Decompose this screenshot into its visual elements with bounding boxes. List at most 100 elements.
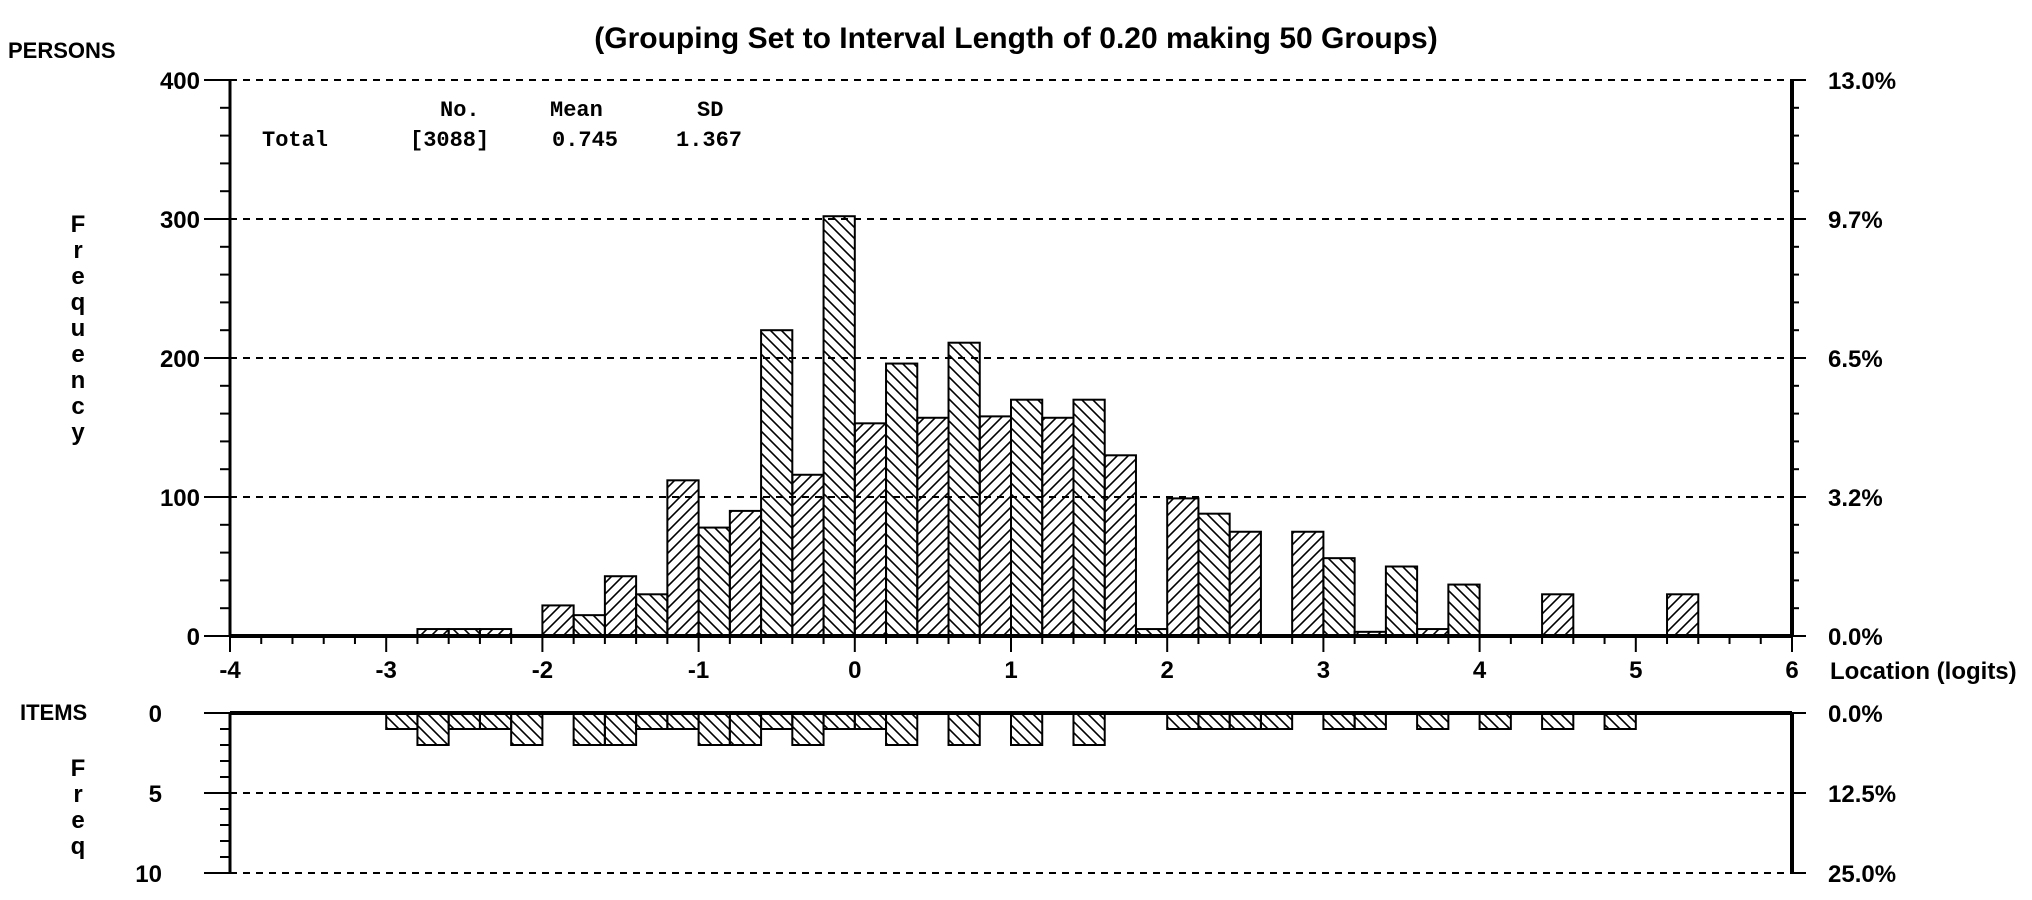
x-tick-label: 2 (1161, 657, 1174, 684)
item-bar (1228, 712, 1262, 730)
person-bar (1010, 398, 1044, 638)
person-bar (978, 415, 1013, 637)
person-bar (1197, 512, 1231, 637)
x-tick-label: 5 (1629, 657, 1642, 684)
item-bar (385, 712, 419, 730)
person-bar (1166, 497, 1200, 638)
person-bar (1384, 565, 1419, 637)
person-bar (1291, 530, 1325, 637)
person-bar (697, 526, 731, 638)
person-bar (666, 479, 700, 637)
stats-header-mean: Mean (550, 98, 603, 123)
persons-axis-letter: c (71, 393, 84, 420)
x-tick-label: -2 (532, 657, 553, 684)
item-bar (885, 712, 919, 746)
stats-row-label: Total (262, 128, 329, 153)
y-tick-label: 200 (160, 346, 200, 373)
persons-axis-letter: F (71, 211, 86, 238)
item-bar (635, 712, 669, 730)
items-y-tick-label: 0 (149, 701, 162, 728)
item-bar (1072, 712, 1106, 746)
stats-mean: 0.745 (552, 128, 619, 153)
persons-axis-letter: u (71, 315, 86, 342)
item-bar (1603, 712, 1637, 730)
persons-label: PERSONS (8, 38, 116, 63)
y-tick-label: 300 (160, 207, 200, 234)
person-bar (541, 604, 575, 637)
person-bar (1322, 557, 1356, 637)
item-bar (1010, 712, 1044, 746)
y-tick-label: 400 (160, 68, 200, 95)
person-bar (822, 215, 856, 637)
x-tick-label: -1 (688, 657, 709, 684)
stats-header-no: No. (440, 98, 480, 123)
item-bar (822, 712, 856, 730)
y-tick-label: 100 (160, 485, 200, 512)
persons-axis-letter: e (71, 263, 84, 290)
items-label: ITEMS (20, 700, 88, 725)
items-right-tick-label: 12.5% (1828, 781, 1896, 808)
persons-axis-letter: r (73, 237, 82, 264)
items-y-tick-label: 5 (149, 781, 162, 808)
person-bar (1228, 530, 1262, 637)
item-bar (1353, 712, 1387, 730)
person-bar (1103, 454, 1137, 637)
item-bar (1478, 712, 1512, 730)
item-bar (947, 712, 981, 746)
item-bar (603, 712, 638, 746)
item-bar (572, 712, 606, 746)
y-right-tick-label: 6.5% (1828, 346, 1883, 373)
person-bar (603, 575, 638, 637)
stats-header-sd: SD (697, 98, 724, 123)
person-bar (760, 329, 794, 637)
item-bar (1166, 712, 1200, 730)
y-right-tick-label: 3.2% (1828, 485, 1883, 512)
person-bar (916, 416, 950, 637)
person-bar (947, 341, 981, 637)
item-bar (1541, 712, 1575, 730)
x-tick-label: 3 (1317, 657, 1330, 684)
persons-axis-letter: y (71, 419, 85, 446)
person-bar (1447, 583, 1481, 638)
item-bar (791, 712, 825, 746)
x-axis-title: Location (logits) (1830, 658, 2017, 685)
y-tick-label: 0 (187, 624, 200, 651)
person-bar (853, 422, 888, 637)
person-bar (1666, 593, 1700, 637)
item-bar (728, 712, 763, 746)
stats-count: [3088] (410, 128, 490, 153)
person-bar (1041, 416, 1075, 637)
items-right-tick-label: 0.0% (1828, 701, 1883, 728)
persons-axis-letter: q (71, 289, 86, 316)
item-bar (697, 712, 731, 746)
item-bar (447, 712, 481, 730)
item-bar (1259, 712, 1294, 730)
person-bar (791, 473, 825, 638)
stats-sd: 1.367 (676, 128, 743, 153)
persons-axis-letter: n (71, 367, 86, 394)
item-bar (666, 712, 700, 730)
items-axis-letter: r (73, 781, 82, 808)
chart-title: (Grouping Set to Interval Length of 0.20… (594, 22, 1438, 55)
items-axis-letter: F (71, 755, 86, 782)
y-right-tick-label: 13.0% (1828, 68, 1896, 95)
persons-axis-letter: e (71, 341, 84, 368)
items-right-tick-label: 25.0% (1828, 861, 1896, 888)
person-bar (1072, 398, 1106, 638)
item-bar (1197, 712, 1231, 730)
item-bar (478, 712, 513, 730)
person-bar (572, 614, 606, 638)
x-tick-label: -3 (376, 657, 397, 684)
y-right-tick-label: 9.7% (1828, 207, 1883, 234)
x-tick-label: 0 (848, 657, 861, 684)
items-axis-letter: e (71, 807, 84, 834)
items-axis-letter: q (71, 833, 86, 860)
y-right-tick-label: 0.0% (1828, 624, 1883, 651)
item-bar (853, 712, 888, 730)
person-bar (635, 593, 669, 637)
person-bar (885, 362, 919, 637)
item-bar (1416, 712, 1450, 730)
x-tick-label: 4 (1473, 657, 1487, 684)
x-tick-label: 1 (1004, 657, 1017, 684)
